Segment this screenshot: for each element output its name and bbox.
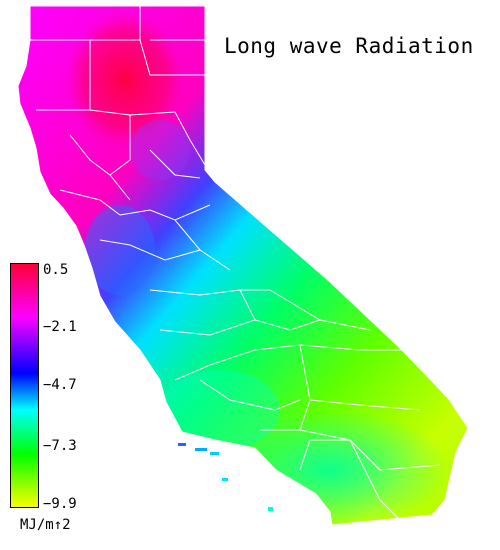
map-title: Long wave Radiation: [224, 34, 474, 58]
colorbar-gradient: [10, 263, 39, 508]
colorbar-tick-label: −9.9: [43, 496, 77, 512]
colorbar-tick-label: −7.3: [43, 438, 77, 454]
state-shape: [18, 6, 468, 525]
colorbar-unit-label: MJ/m↑2: [20, 517, 71, 533]
colorbar-tick-label: 0.5: [43, 262, 69, 278]
county-boundaries: [30, 6, 441, 521]
colorbar-tick-label: −4.7: [43, 377, 77, 393]
colorbar: [10, 263, 39, 508]
colorbar-tick-label: −2.1: [43, 319, 77, 335]
channel-islands: [178, 443, 273, 511]
